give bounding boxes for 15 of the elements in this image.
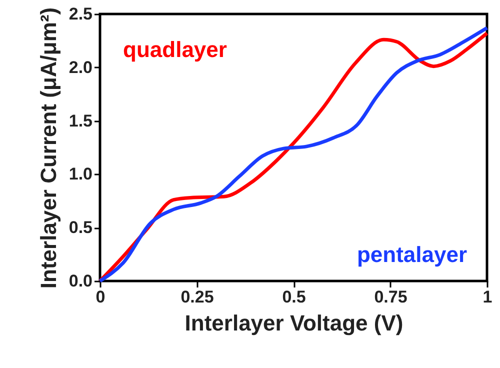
x-tick-label: 0: [96, 288, 106, 306]
text: pentalayer: [356, 242, 468, 267]
x-tick-label: 1: [482, 288, 492, 306]
y-tick-label: 0.5: [68, 218, 92, 238]
x-tick-label: 0.25: [180, 288, 214, 306]
text: quadlayer: [123, 37, 228, 62]
x-tick-label: 0.75: [374, 288, 408, 306]
y-axis-title: Interlayer Current (μA/μm²): [36, 7, 61, 289]
y-tick-label: 2.5: [68, 4, 92, 24]
x-tick-label: 0.5: [282, 288, 306, 306]
y-tick-label: 0.0: [68, 272, 92, 290]
y-tick-label: 2.0: [68, 58, 92, 77]
y-tick-label: 1.5: [68, 111, 92, 130]
x-axis-title: Interlayer Voltage (V): [184, 310, 404, 336]
y-tick-label: 1.0: [68, 164, 92, 184]
